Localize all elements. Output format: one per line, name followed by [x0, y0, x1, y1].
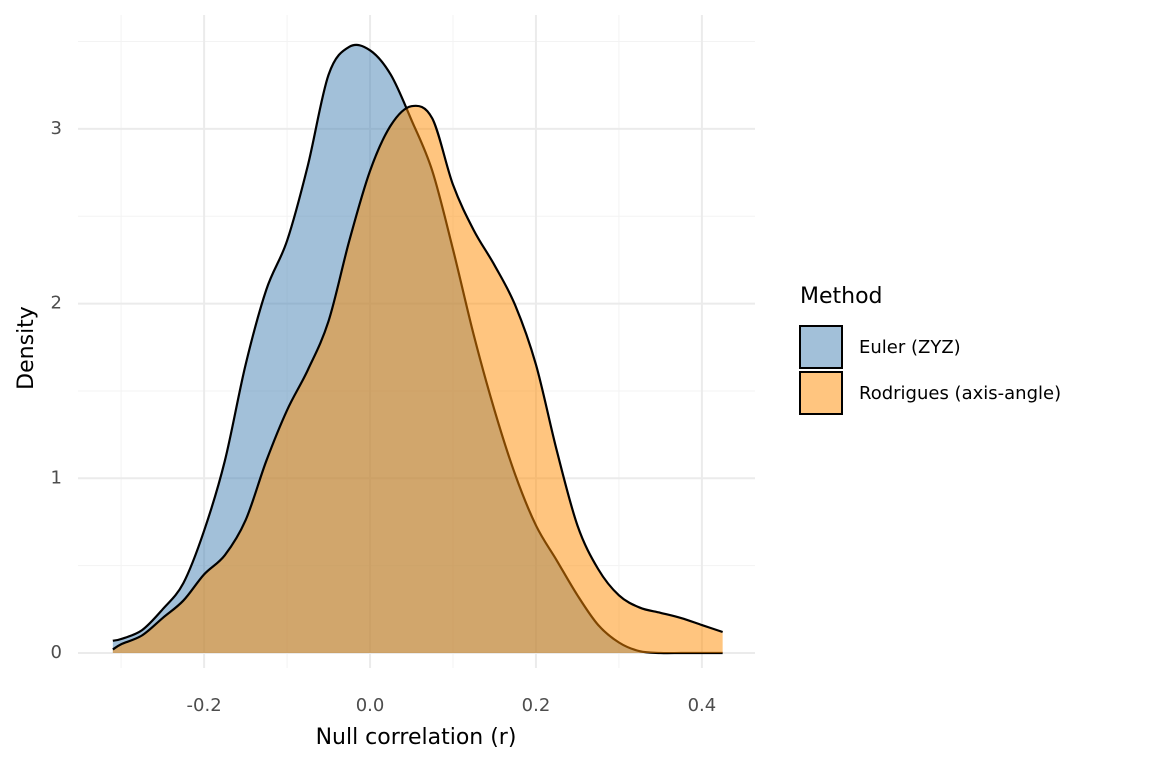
legend-key [799, 371, 843, 415]
y-axis-title: Density [14, 306, 39, 390]
x-axis-title: Null correlation (r) [316, 725, 517, 750]
y-tick-label: 2 [51, 293, 62, 314]
y-tick-label: 1 [51, 467, 62, 488]
density-line [112, 104, 723, 651]
density-area [112, 105, 723, 653]
x-tick-label: 0.0 [356, 695, 385, 716]
legend-label: Euler (ZYZ) [859, 337, 961, 358]
y-tick-label: 3 [51, 118, 62, 139]
legend-label: Rodrigues (axis-angle) [859, 383, 1061, 404]
x-tick-label: 0.2 [522, 695, 551, 716]
x-tick-label: -0.2 [187, 695, 222, 716]
legend-title: Method [800, 284, 883, 309]
legend-key [799, 325, 843, 369]
y-tick-label: 0 [51, 642, 62, 663]
x-tick-label: 0.4 [688, 695, 717, 716]
